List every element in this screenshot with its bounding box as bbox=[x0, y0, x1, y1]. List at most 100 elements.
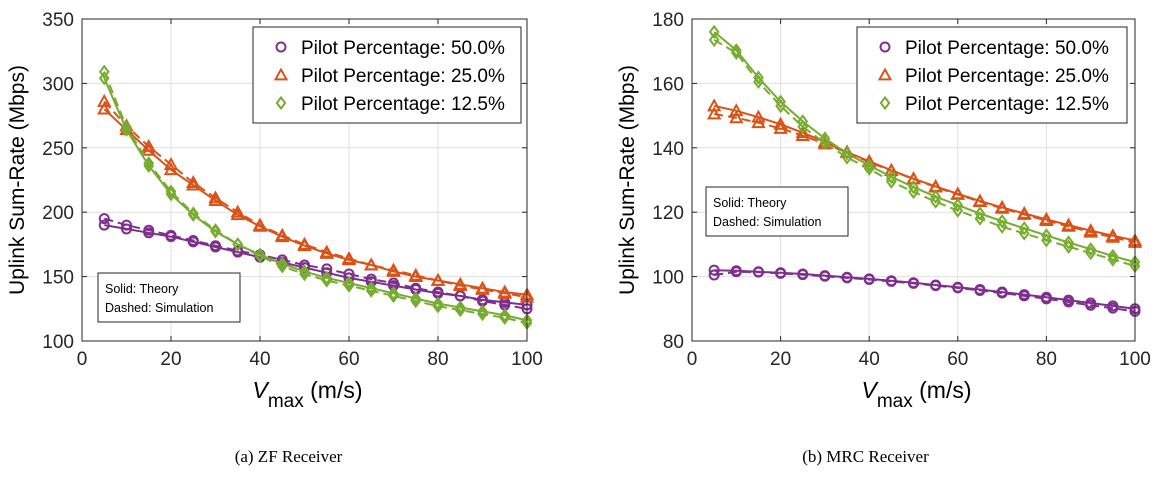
axes-box bbox=[81, 18, 528, 342]
simulation-point bbox=[752, 266, 764, 278]
simulation-point bbox=[187, 206, 199, 221]
y-axis-label: Uplink Sum-Rate (Mbps) bbox=[6, 65, 29, 295]
theory-point bbox=[477, 304, 488, 319]
theory-point bbox=[141, 142, 156, 156]
simulation-point bbox=[751, 115, 766, 129]
simulation-point bbox=[499, 310, 511, 325]
theory-point bbox=[708, 24, 720, 40]
notes-dashed: Dashed: Simulation bbox=[713, 215, 821, 229]
x-tick-label: 0 bbox=[687, 349, 698, 370]
series-2 bbox=[708, 24, 1141, 274]
simulation-point bbox=[365, 283, 377, 298]
theory-point bbox=[751, 109, 766, 123]
simulation-point bbox=[795, 128, 810, 141]
simulation-point bbox=[187, 235, 199, 247]
x-tick-label: 40 bbox=[859, 349, 880, 370]
simulation-point bbox=[753, 74, 764, 89]
simulation-point bbox=[341, 251, 357, 264]
theory-point bbox=[797, 114, 809, 129]
simulation-point bbox=[930, 194, 942, 209]
notes-dashed: Dashed: Simulation bbox=[105, 301, 213, 315]
simulation-point bbox=[1083, 224, 1098, 238]
simulation-point bbox=[730, 266, 742, 278]
notes-solid: Solid: Theory bbox=[713, 196, 787, 210]
legend-label: Pilot Percentage: 50.0% bbox=[301, 38, 505, 59]
theory-point bbox=[276, 256, 288, 271]
simulation-point bbox=[1107, 302, 1119, 314]
simulation-point bbox=[230, 204, 245, 218]
simulation-point bbox=[819, 270, 831, 282]
legend-label: Pilot Percentage: 50.0% bbox=[905, 38, 1109, 59]
x-tick-label: 80 bbox=[427, 349, 448, 370]
series-2 bbox=[98, 64, 533, 331]
theory-point bbox=[841, 146, 853, 161]
simulation-point bbox=[297, 236, 312, 250]
y-tick-label: 350 bbox=[42, 10, 74, 31]
simulation-point bbox=[186, 175, 201, 188]
simulation-point bbox=[819, 135, 831, 151]
theory-point bbox=[186, 177, 201, 191]
y-tick-label: 300 bbox=[42, 74, 74, 95]
simulation-point bbox=[797, 269, 809, 281]
axes-box bbox=[691, 18, 1136, 342]
simulation-point bbox=[254, 248, 266, 264]
notes-box: Solid: Theory Dashed: Simulation bbox=[705, 186, 849, 237]
simulation-point bbox=[121, 120, 132, 135]
simulation-point bbox=[121, 219, 132, 231]
simulation-point bbox=[885, 275, 897, 287]
theory-point bbox=[819, 131, 831, 146]
simulation-point bbox=[232, 245, 244, 257]
chart-zf: 0 20 40 60 80 100 100 150 200 250 300 350 Vmax (m/s)… bbox=[6, 10, 543, 412]
theory-point bbox=[208, 193, 223, 207]
simulation-point bbox=[497, 285, 512, 299]
theory-point bbox=[321, 270, 333, 286]
theory-point bbox=[230, 207, 245, 221]
series-1 bbox=[706, 98, 1143, 248]
simulation-point bbox=[906, 171, 921, 185]
y-tick-label: 180 bbox=[652, 10, 684, 31]
simulation-point bbox=[477, 306, 488, 322]
theory-point bbox=[365, 281, 377, 296]
notes-frame bbox=[97, 272, 241, 323]
simulation-point bbox=[210, 223, 221, 238]
simulation-line bbox=[103, 100, 528, 299]
theory-point bbox=[908, 179, 919, 195]
legend-label: Pilot Percentage: 12.5% bbox=[301, 94, 505, 115]
simulation-point bbox=[972, 194, 988, 207]
y-tick-label: 100 bbox=[42, 332, 74, 353]
x-axis-label: Vmax (m/s) bbox=[253, 377, 363, 412]
simulation-point bbox=[996, 219, 1008, 234]
simulation-point bbox=[232, 237, 244, 252]
simulation-point bbox=[952, 282, 964, 294]
notes-frame bbox=[705, 186, 849, 237]
simulation-point bbox=[841, 150, 853, 165]
theory-point bbox=[1063, 235, 1074, 250]
simulation-point bbox=[143, 224, 155, 236]
simulation-point bbox=[908, 184, 919, 200]
caption-zf: (a) ZF Receiver bbox=[234, 447, 343, 466]
simulation-point bbox=[1105, 229, 1121, 243]
simulation-point bbox=[210, 240, 221, 252]
theory-point bbox=[343, 275, 355, 291]
theory-point bbox=[299, 264, 310, 279]
legend-label: Pilot Percentage: 25.0% bbox=[301, 66, 505, 87]
theory-point bbox=[930, 189, 942, 204]
legend-box bbox=[252, 26, 522, 124]
y-tick-label: 160 bbox=[652, 74, 684, 95]
simulation-point bbox=[98, 64, 110, 79]
y-tick-label: 250 bbox=[42, 139, 74, 160]
notes-solid: Solid: Theory bbox=[105, 282, 179, 296]
legend-marker bbox=[877, 67, 893, 81]
simulation-point bbox=[952, 203, 964, 218]
simulation-point bbox=[1085, 299, 1097, 311]
simulation-point bbox=[276, 259, 288, 274]
simulation-point bbox=[141, 138, 156, 152]
simulation-point bbox=[163, 156, 179, 170]
x-tick-label: 40 bbox=[249, 349, 270, 370]
x-axis-label: Vmax (m/s) bbox=[862, 377, 972, 412]
simulation-point bbox=[408, 267, 423, 281]
theory-point bbox=[996, 214, 1008, 229]
theory-point bbox=[98, 219, 110, 231]
simulation-point bbox=[98, 213, 110, 225]
simulation-point bbox=[773, 120, 788, 134]
